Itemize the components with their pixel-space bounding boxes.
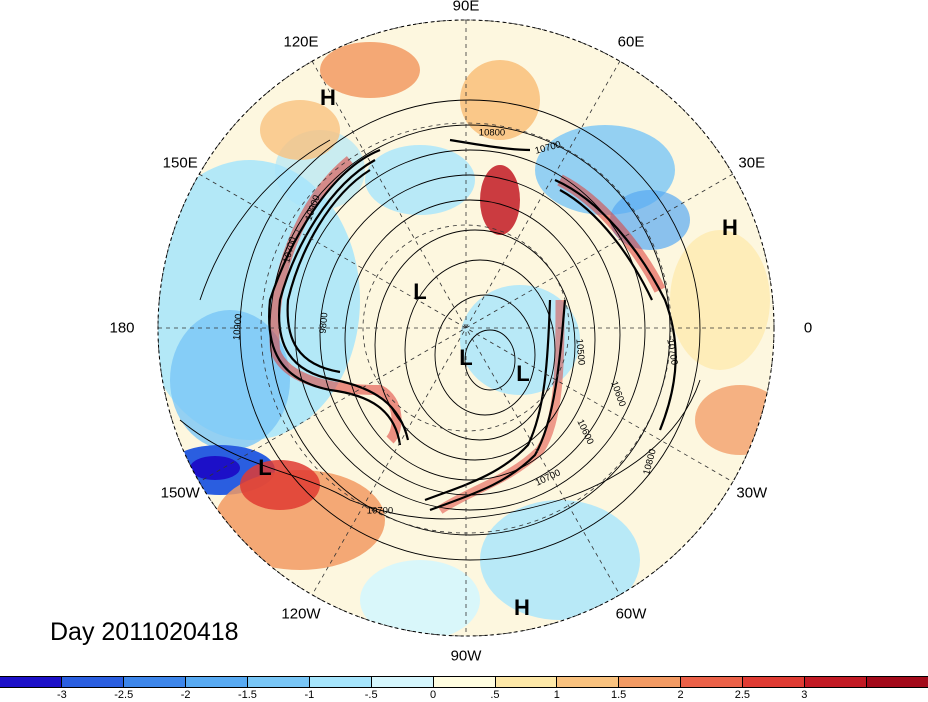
colorbar-segment — [867, 677, 928, 687]
longitude-label: 180 — [109, 319, 135, 337]
colorbar-tick-label: -1 — [304, 689, 315, 701]
colorbar-segment — [185, 677, 248, 687]
colorbar-tick-label: 2.5 — [734, 689, 751, 701]
low-center: L — [413, 279, 427, 304]
colorbar-tick-label: 0 — [430, 689, 437, 701]
colorbar-tick-label: .5 — [490, 689, 500, 701]
contour-label: 10900 — [231, 313, 245, 341]
colorbar-tick-label: 1 — [553, 689, 560, 701]
contour-label: 10800 — [478, 127, 506, 139]
colorbar-tick-label: -3 — [56, 689, 67, 701]
longitude-label: 120W — [281, 605, 321, 623]
colorbar-tick-label: 1.5 — [611, 689, 627, 701]
longitude-label: 0 — [803, 319, 813, 337]
high-center: H — [722, 215, 738, 240]
colorbar-tick-label: 2 — [677, 689, 684, 701]
high-center: H — [514, 595, 530, 620]
longitude-label: 90W — [450, 647, 482, 665]
longitude-label: 150W — [160, 484, 200, 502]
contour-label: 10700 — [366, 505, 394, 517]
low-center: L — [516, 361, 530, 386]
longitude-label: 30E — [738, 154, 766, 172]
low-center: L — [258, 455, 272, 480]
colorbar-segment — [61, 677, 124, 687]
colorbar-segment — [123, 677, 186, 687]
colorbar-segment — [681, 677, 744, 687]
colorbar-segment — [247, 677, 310, 687]
longitude-label: 150E — [162, 154, 198, 172]
high-center: H — [320, 85, 336, 110]
colorbar-segment — [495, 677, 558, 687]
date-title: Day 2011020418 — [50, 618, 239, 646]
colorbar — [0, 676, 928, 688]
longitude-label: 90E — [452, 0, 480, 15]
longitude-label: 30W — [736, 484, 768, 502]
colorbar-segment — [743, 677, 806, 687]
colorbar-segment — [371, 677, 434, 687]
longitude-label: 120E — [283, 33, 319, 51]
jet-contours — [268, 138, 677, 512]
longitude-label: 60W — [615, 605, 647, 623]
low-center: L — [459, 345, 473, 370]
colorbar-tick-label: 3 — [801, 689, 808, 701]
map-boundary — [157, 19, 775, 637]
colorbar-tick-label: -2.5 — [114, 689, 134, 701]
colorbar-segment — [309, 677, 372, 687]
longitude-label: 60E — [617, 33, 645, 51]
colorbar-segment — [0, 677, 62, 687]
colorbar-segment — [805, 677, 868, 687]
graticule — [157, 19, 775, 637]
colorbar-tick-label: -.5 — [364, 689, 378, 701]
colorbar-segment — [433, 677, 496, 687]
colorbar-tick-label: -2 — [180, 689, 191, 701]
colorbar-segment — [557, 677, 620, 687]
colorbar-tick-label: -1.5 — [237, 689, 257, 701]
colorbar-segment — [619, 677, 682, 687]
contour-label: 9800 — [317, 311, 331, 335]
contour-label: 10500 — [573, 338, 587, 366]
